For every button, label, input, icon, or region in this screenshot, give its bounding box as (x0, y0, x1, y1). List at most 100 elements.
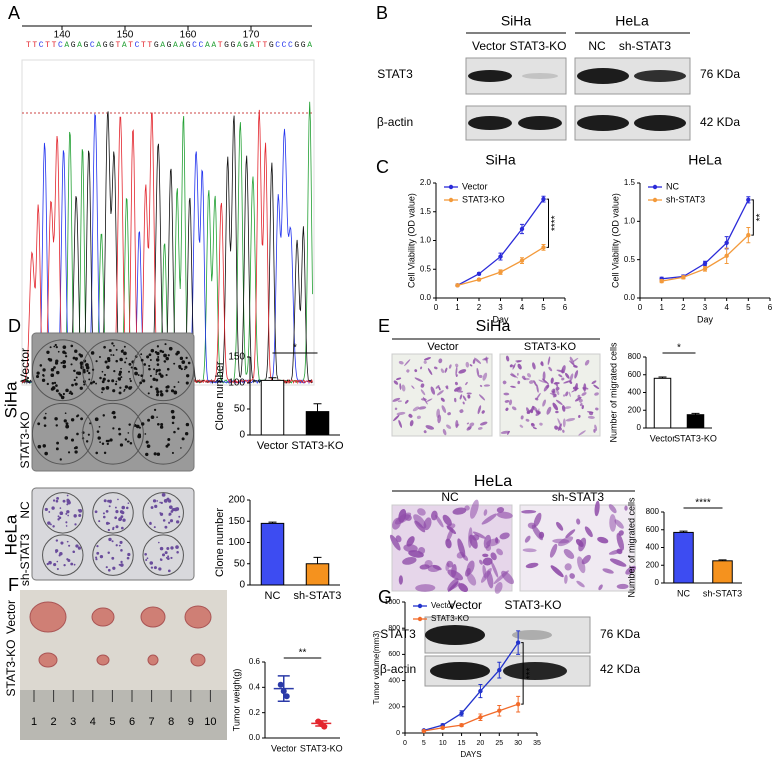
tumor (184, 605, 212, 629)
colony (161, 553, 166, 557)
colony (187, 361, 191, 365)
cell (455, 420, 459, 429)
plate (31, 332, 195, 472)
colony (119, 540, 123, 544)
chart-title: HeLa (688, 152, 722, 168)
marker (440, 725, 445, 730)
colony (55, 539, 59, 542)
colony (164, 551, 168, 555)
ruler-number: 5 (109, 716, 115, 728)
bracket (751, 199, 754, 236)
marker (541, 196, 546, 202)
legend-marker (448, 184, 454, 190)
cell (466, 392, 472, 395)
cell (415, 584, 436, 592)
cell (440, 397, 445, 402)
y-tick-label: 2.0 (420, 178, 432, 187)
colony (177, 381, 180, 383)
colony (152, 499, 157, 503)
colony (70, 438, 75, 442)
band (430, 662, 490, 680)
x-tick-label: 20 (477, 740, 485, 747)
colony (67, 558, 71, 562)
colony (114, 383, 118, 386)
colony (162, 519, 166, 522)
colony (118, 517, 123, 521)
colony (158, 567, 162, 571)
y-tick-label: 0.5 (420, 264, 432, 273)
colony (184, 432, 189, 436)
colony (86, 369, 89, 373)
cell (459, 394, 463, 400)
protein-label: β-actin (380, 662, 416, 676)
colony (163, 353, 167, 358)
colony (66, 494, 69, 497)
cell (523, 377, 526, 381)
colony (74, 450, 78, 454)
colony (108, 349, 112, 352)
cell (569, 573, 575, 579)
protein-label: STAT3 (377, 67, 413, 81)
colony (113, 415, 117, 419)
colony (51, 382, 55, 385)
band (503, 662, 567, 680)
colony (64, 412, 67, 415)
colony (102, 512, 105, 515)
colony (159, 558, 162, 560)
cell (577, 556, 586, 574)
cell (422, 396, 428, 405)
colony (154, 351, 158, 354)
cell (458, 369, 467, 374)
cell (568, 391, 571, 397)
colony (48, 511, 51, 513)
colony (156, 452, 161, 456)
colony (166, 498, 168, 501)
colony (60, 395, 65, 400)
colony (99, 441, 102, 443)
colony (41, 378, 46, 383)
colony (126, 556, 130, 560)
colony (128, 362, 132, 366)
x-axis-label: Day (492, 314, 509, 324)
colony (176, 520, 180, 524)
colony (37, 444, 42, 449)
cell (555, 399, 563, 405)
colony (159, 425, 164, 429)
y-tick-label: 1.0 (420, 236, 432, 245)
colony (165, 556, 168, 559)
cell (482, 557, 493, 566)
cell (483, 509, 488, 516)
colony (69, 390, 72, 393)
column-label: NC (441, 490, 459, 504)
colony (44, 507, 48, 512)
well (82, 339, 144, 402)
colony (178, 515, 181, 518)
colony (113, 344, 115, 347)
well (42, 534, 84, 576)
cell (404, 514, 412, 521)
y-tick-label: 1000 (384, 599, 400, 606)
cell (442, 514, 452, 526)
colony (103, 451, 107, 455)
cell (418, 406, 427, 410)
protein-label: β-actin (377, 115, 413, 129)
colony (60, 541, 64, 545)
colony (124, 438, 128, 441)
colony (156, 416, 158, 418)
colony (185, 356, 188, 360)
cell (562, 394, 566, 397)
colony (94, 510, 98, 514)
x-tick-label: 0 (638, 303, 643, 312)
cell (455, 366, 458, 376)
colony (58, 392, 61, 395)
cell (454, 397, 457, 403)
marker (515, 640, 521, 645)
colony (105, 510, 109, 513)
cell (437, 414, 442, 424)
cell (532, 362, 536, 370)
y-axis-label: Number of migrated cells (626, 497, 636, 598)
colony (59, 511, 64, 516)
colony (56, 441, 59, 445)
colony (79, 386, 83, 390)
